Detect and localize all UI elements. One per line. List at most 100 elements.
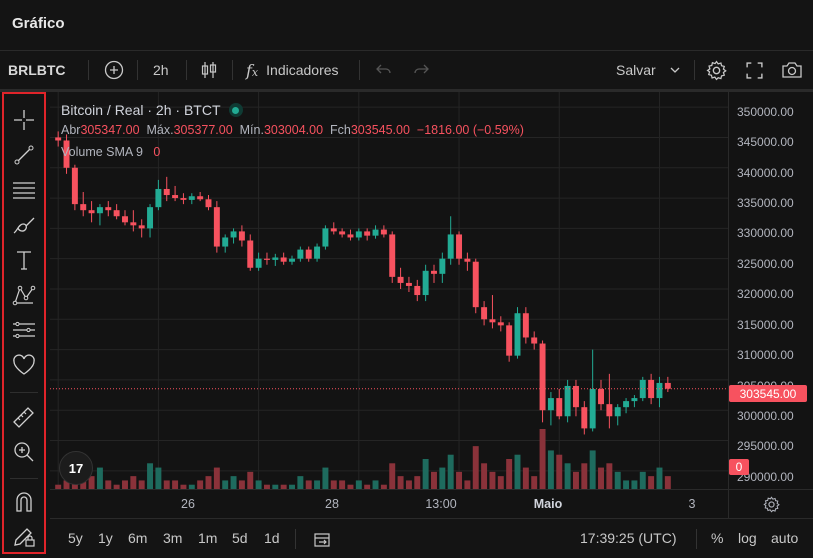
goto-date-button[interactable] bbox=[312, 530, 332, 553]
symbol-search-button[interactable]: BRLBTC bbox=[8, 62, 66, 78]
range-5y[interactable]: 5y bbox=[68, 530, 83, 546]
percent-toggle[interactable]: % bbox=[711, 530, 724, 546]
tradingview-logo[interactable]: 17 bbox=[59, 451, 93, 485]
trend-line-tool[interactable] bbox=[4, 140, 44, 170]
volume-bar bbox=[55, 484, 62, 489]
top-bar: Gráfico bbox=[0, 0, 813, 51]
brush-tool[interactable] bbox=[4, 210, 44, 240]
volume-bar bbox=[547, 450, 554, 489]
candlestick-chart bbox=[50, 92, 728, 489]
volume-bar bbox=[397, 476, 404, 489]
low-value: 303004.00 bbox=[263, 123, 324, 137]
candle-body bbox=[205, 199, 212, 208]
favorites-tool[interactable] bbox=[4, 350, 44, 380]
candle-body bbox=[606, 404, 613, 417]
candle-body bbox=[380, 229, 387, 235]
candle-body bbox=[297, 249, 304, 259]
volume-bar bbox=[439, 467, 446, 489]
bottom-bar: 5y 1y 6m 3m 1m 5d 1d 17:39:25 (UTC) % lo… bbox=[50, 518, 813, 558]
volume-bar bbox=[606, 463, 613, 489]
volume-bar bbox=[122, 480, 128, 489]
candle-body bbox=[631, 398, 638, 402]
volume-bar bbox=[539, 429, 546, 489]
range-6m[interactable]: 6m bbox=[128, 530, 148, 546]
screenshot-button[interactable] bbox=[781, 51, 803, 89]
high-value: 305377.00 bbox=[173, 123, 233, 137]
range-1y[interactable]: 1y bbox=[98, 530, 113, 546]
volume-bar bbox=[472, 446, 479, 489]
settings-button[interactable] bbox=[706, 51, 727, 89]
candle-body bbox=[447, 234, 454, 259]
ohlc-values: Abr305347.00 Máx.305377.00 Mín.303004.00… bbox=[61, 123, 524, 137]
interval-button[interactable]: 2h bbox=[153, 62, 169, 78]
volume-bar bbox=[197, 480, 204, 489]
zoom-tool[interactable] bbox=[4, 437, 44, 467]
price-axis[interactable]: 350000.00 345000.00 340000.00 335000.00 … bbox=[728, 92, 813, 489]
price-tick: 340000.00 bbox=[737, 166, 794, 180]
volume-bar bbox=[639, 471, 646, 489]
open-label: Abr bbox=[61, 123, 81, 137]
gear-icon bbox=[706, 59, 727, 80]
fullscreen-button[interactable] bbox=[745, 51, 764, 89]
candle-body bbox=[397, 276, 404, 283]
volume-bar bbox=[364, 484, 371, 489]
measure-tool[interactable] bbox=[4, 402, 44, 432]
prediction-tool[interactable] bbox=[4, 315, 44, 345]
redo-button[interactable] bbox=[412, 51, 430, 89]
candle-body bbox=[222, 237, 229, 247]
lock-drawings-tool[interactable] bbox=[4, 522, 44, 552]
range-3m[interactable]: 3m bbox=[163, 530, 183, 546]
candle-body bbox=[330, 228, 337, 232]
volume-bar bbox=[105, 480, 112, 489]
volume-bar bbox=[464, 480, 471, 489]
pencil-lock-icon bbox=[14, 528, 35, 547]
chart-type-button[interactable] bbox=[199, 51, 219, 89]
candle-body bbox=[556, 398, 563, 417]
save-button[interactable]: Salvar bbox=[616, 51, 680, 89]
toolbar-divider bbox=[10, 478, 38, 479]
volume-bar bbox=[481, 463, 488, 489]
log-toggle[interactable]: log bbox=[738, 530, 757, 546]
crosshair-tool[interactable] bbox=[4, 105, 44, 135]
volume-bar bbox=[656, 467, 663, 489]
volume-bar bbox=[289, 484, 295, 489]
candle-body bbox=[389, 234, 396, 277]
volume-bar bbox=[506, 459, 513, 489]
range-1d[interactable]: 1d bbox=[264, 530, 280, 546]
volume-bar bbox=[572, 471, 579, 489]
indicators-button[interactable]: fx Indicadores bbox=[246, 51, 339, 89]
time-axis[interactable]: 26 28 13:00 Maio 3 bbox=[50, 489, 728, 518]
magnet-tool[interactable] bbox=[4, 487, 44, 517]
volume-bar bbox=[431, 471, 437, 489]
candle-body bbox=[155, 188, 162, 208]
chart-pane[interactable]: Bitcoin / Real · 2h · BTCT Abr305347.00 … bbox=[50, 92, 728, 489]
volume-legend: Volume SMA 9 0 bbox=[61, 145, 160, 159]
candle-body bbox=[472, 261, 479, 308]
price-tick: 335000.00 bbox=[737, 196, 794, 210]
pattern-tool[interactable] bbox=[4, 280, 44, 310]
time-tick: 28 bbox=[325, 497, 339, 511]
volume-label: Volume SMA 9 bbox=[61, 145, 143, 159]
volume-bar bbox=[589, 450, 596, 489]
candle-body bbox=[639, 379, 646, 399]
auto-toggle[interactable]: auto bbox=[771, 530, 799, 546]
volume-bar bbox=[497, 476, 504, 489]
undo-button[interactable] bbox=[375, 51, 393, 89]
undo-icon bbox=[376, 64, 391, 74]
save-label: Salvar bbox=[616, 62, 656, 78]
clock[interactable]: 17:39:25 (UTC) bbox=[580, 530, 677, 546]
range-5d[interactable]: 5d bbox=[232, 530, 248, 546]
candle-body bbox=[522, 313, 529, 338]
candle-body bbox=[506, 325, 513, 356]
price-tick: 325000.00 bbox=[737, 257, 794, 271]
fib-retracement-tool[interactable] bbox=[4, 175, 44, 205]
range-1m[interactable]: 1m bbox=[198, 530, 218, 546]
candle-body bbox=[289, 258, 295, 262]
candle-body bbox=[347, 234, 354, 238]
volume-bar bbox=[556, 454, 563, 489]
text-tool[interactable] bbox=[4, 245, 44, 275]
candle-body bbox=[314, 246, 321, 259]
axis-settings-button[interactable] bbox=[728, 489, 813, 518]
candle-body bbox=[547, 398, 554, 411]
compare-button[interactable] bbox=[104, 51, 124, 89]
